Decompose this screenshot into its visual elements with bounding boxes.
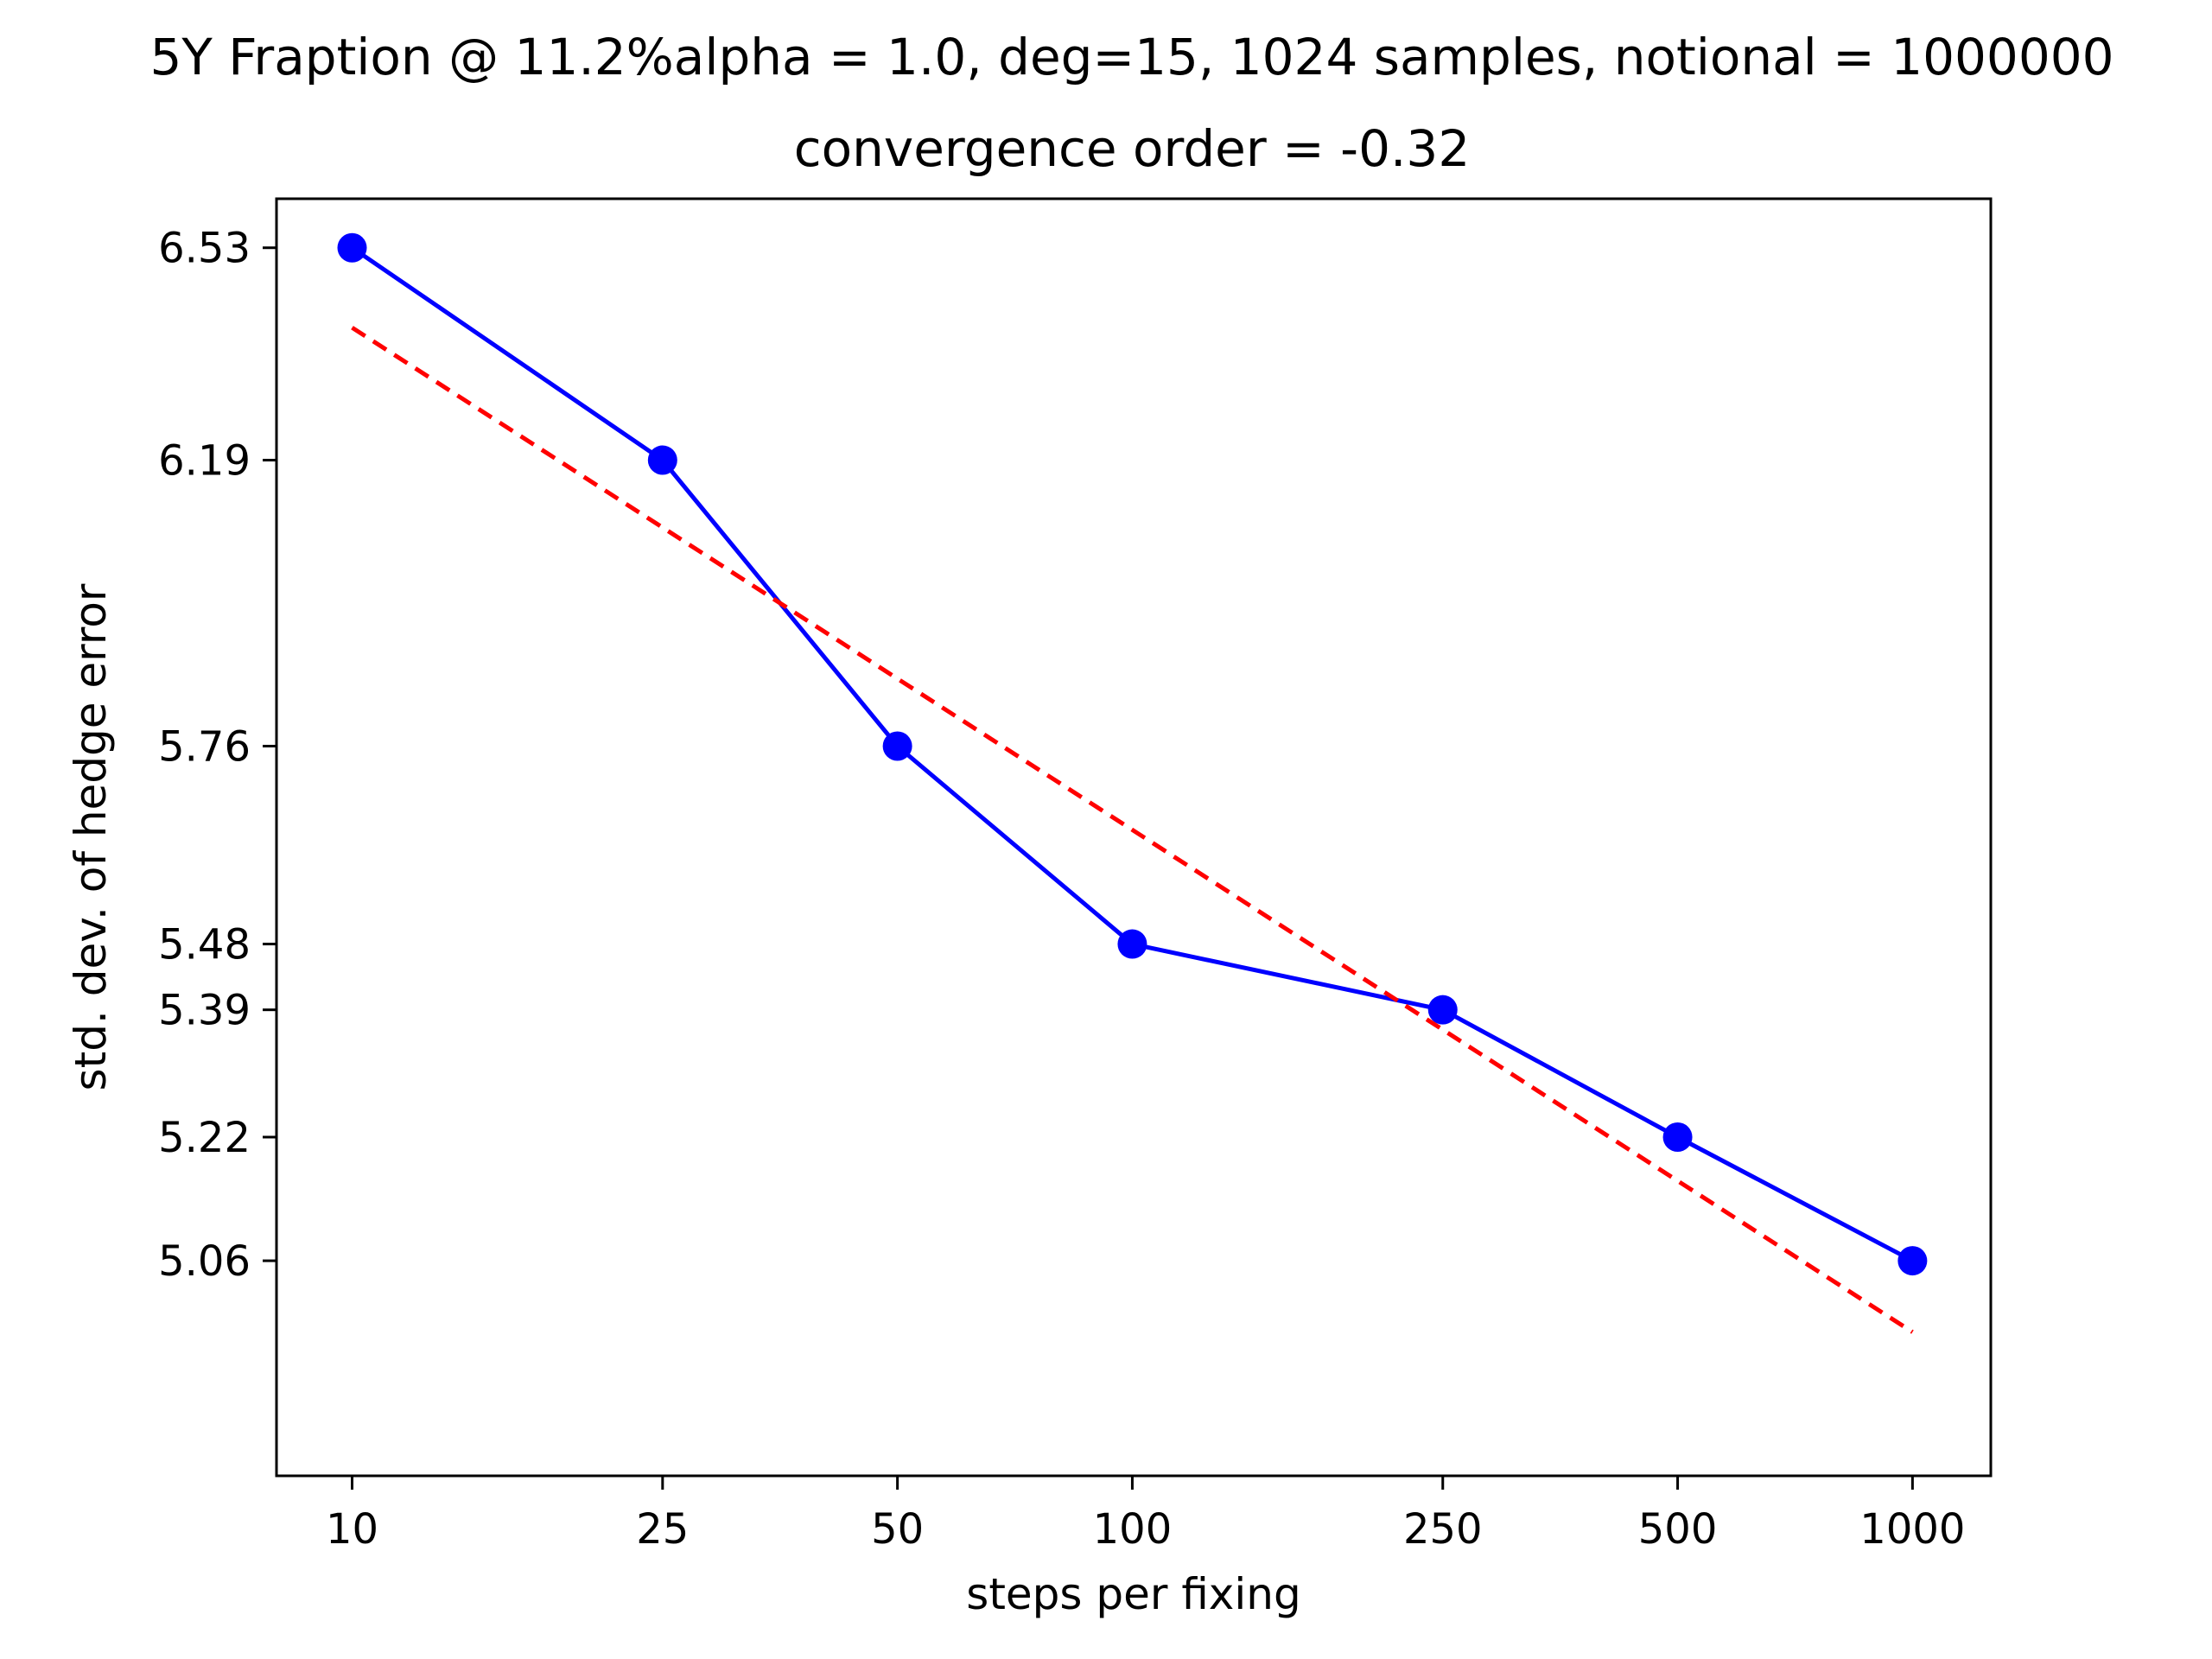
- data-point: [647, 445, 677, 475]
- x-axis-label: steps per fixing: [966, 1569, 1300, 1619]
- y-tick-label: 5.06: [158, 1237, 251, 1286]
- y-tick-label: 6.53: [158, 225, 251, 273]
- data-point: [1427, 995, 1458, 1025]
- x-axis: 10 25 50 100 250 500 1000: [326, 1476, 1965, 1554]
- y-tick-label: 5.48: [158, 921, 251, 969]
- series-layer: [337, 232, 1928, 1334]
- plot-frame: [275, 197, 1993, 1478]
- x-tick-label: 1000: [1859, 1505, 1965, 1554]
- y-tick-label: 5.76: [158, 722, 251, 771]
- data-point: [1662, 1122, 1693, 1152]
- y-axis: 5.06 5.22 5.39 5.48 5.76 6.19 6.53: [158, 225, 276, 1286]
- x-tick-label: 250: [1403, 1505, 1483, 1554]
- fit-line: [351, 326, 1914, 1334]
- y-axis-label: std. dev. of hedge error: [66, 583, 116, 1090]
- data-point: [1117, 929, 1147, 959]
- x-tick-label: 100: [1093, 1505, 1173, 1554]
- data-point: [1897, 1246, 1928, 1276]
- data-point: [337, 232, 367, 263]
- y-tick-label: 6.19: [158, 437, 251, 486]
- x-tick-label: 10: [326, 1505, 378, 1554]
- y-tick-label: 5.22: [158, 1114, 251, 1162]
- x-tick-label: 50: [871, 1505, 924, 1554]
- x-tick-label: 500: [1638, 1505, 1718, 1554]
- y-tick-label: 5.39: [158, 987, 251, 1035]
- data-point: [882, 731, 912, 761]
- x-tick-label: 25: [636, 1505, 689, 1554]
- chart-subtitle: convergence order = -0.32: [794, 119, 1470, 178]
- chart-title: 5Y Fraption @ 11.2%alpha = 1.0, deg=15, …: [149, 28, 2113, 86]
